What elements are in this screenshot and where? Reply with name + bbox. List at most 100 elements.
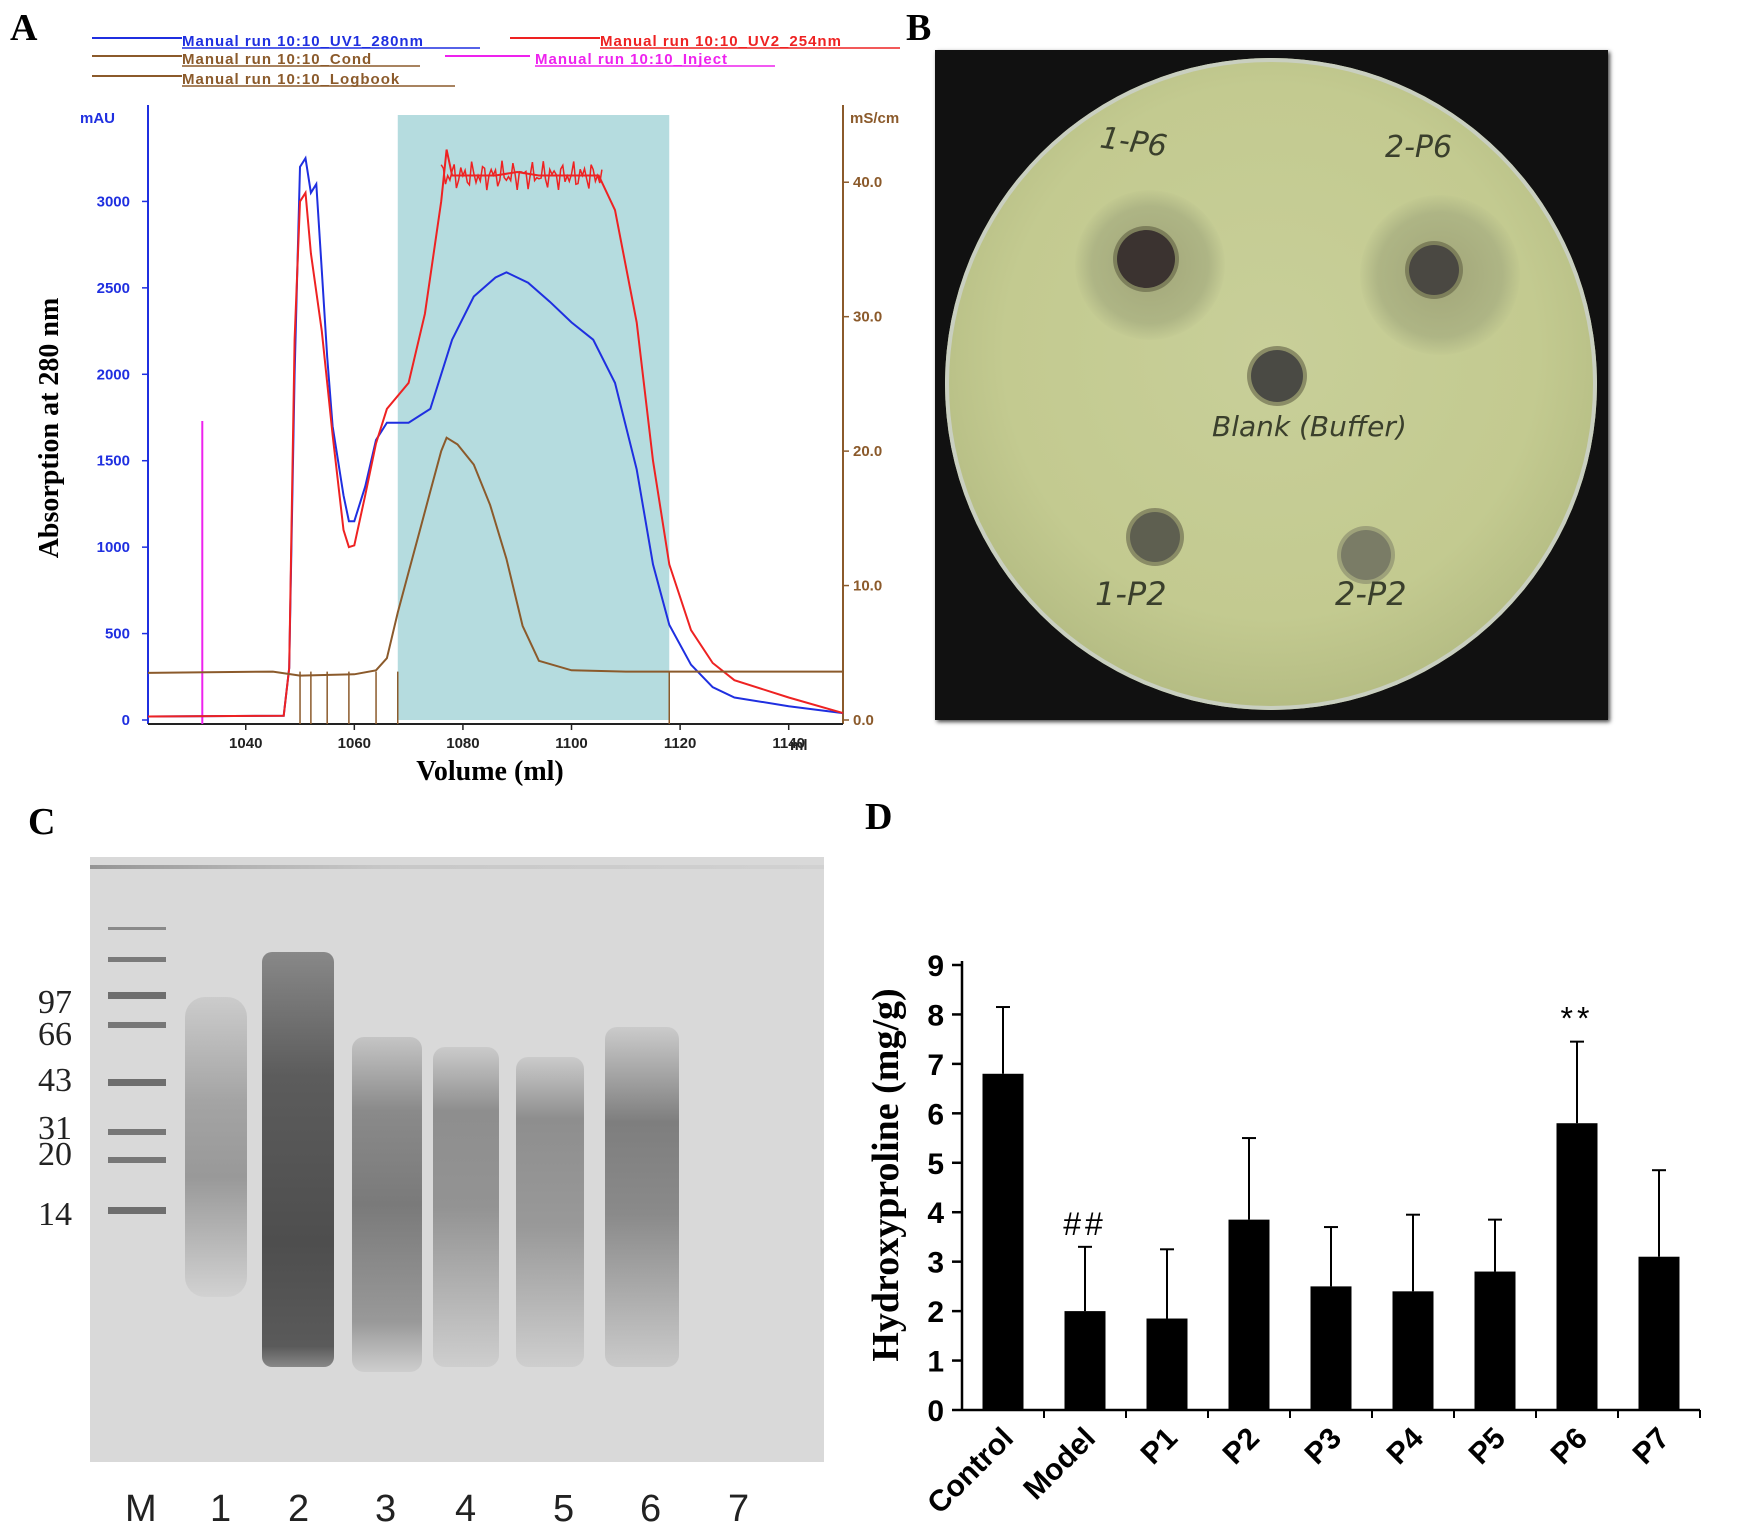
bar-p5 xyxy=(1474,1271,1516,1410)
left-tick-label: 1000 xyxy=(97,539,130,556)
ladder-band xyxy=(108,927,166,930)
ladder-band xyxy=(108,957,166,962)
bar-y-tick-label: 7 xyxy=(927,1049,944,1082)
chromatogram-plot: 0 500 1000 1500 2000 2500 3000 0.0 10.0 20.0 30.0 4… xyxy=(97,105,882,752)
bar-y-tick-label: 9 xyxy=(927,950,944,983)
bar-category-label: P1 xyxy=(1135,1422,1184,1471)
well-blank xyxy=(1251,350,1303,402)
gel-lane-4 xyxy=(433,1047,499,1367)
legend-uv1: Manual run 10:10_UV1_280nm xyxy=(182,33,424,50)
x-tick-label: 1060 xyxy=(338,735,371,752)
well-2-p6 xyxy=(1409,245,1459,295)
bar-y-tick-label: 6 xyxy=(927,1098,944,1131)
ladder-band xyxy=(108,1157,166,1163)
chromatogram-legend: Manual run 10:10_UV1_280nm Manual run 10… xyxy=(92,33,900,88)
bar-category-label: P6 xyxy=(1545,1422,1594,1471)
series-line-cond xyxy=(147,436,843,677)
ladder-band xyxy=(108,1207,166,1214)
panel-label-a: A xyxy=(10,7,38,49)
bar-y-tick-label: 2 xyxy=(927,1296,944,1329)
panel-label-b: B xyxy=(906,7,932,49)
bar-category-label: P5 xyxy=(1463,1422,1512,1471)
sds-page-gel xyxy=(90,857,824,1462)
x-axis-title: Volume (ml) xyxy=(416,756,564,787)
marker-20: 20 xyxy=(38,1136,72,1173)
bar-y-tick-label: 8 xyxy=(927,999,944,1032)
bar-control xyxy=(982,1073,1024,1410)
bar-p2 xyxy=(1228,1219,1270,1410)
uv2-plateau-noise xyxy=(440,160,603,191)
well-1-p2 xyxy=(1130,512,1180,562)
y-axis-title: Absorption at 280 nm xyxy=(34,298,65,559)
plate-label-2-p2: 2-P2 xyxy=(1335,575,1407,613)
lane-label-6: 6 xyxy=(640,1488,662,1530)
ladder-band xyxy=(108,1022,166,1028)
right-tick-label: 40.0 xyxy=(853,174,882,191)
significance-annotation: ## xyxy=(1063,1206,1107,1242)
gel-lane-2 xyxy=(262,952,334,1367)
x-tick-label: 1080 xyxy=(446,735,479,752)
bar-category-label: P7 xyxy=(1627,1422,1676,1471)
ladder-band xyxy=(108,1129,166,1135)
bar-p4 xyxy=(1392,1291,1434,1410)
lane-label-5: 5 xyxy=(553,1488,575,1530)
series-line-uv1-280nm xyxy=(147,155,844,718)
panel-label-c: C xyxy=(28,801,56,843)
marker-66: 66 xyxy=(38,1016,72,1053)
significance-annotation: ** xyxy=(1561,1001,1594,1037)
bar-y-tick-label: 5 xyxy=(927,1148,944,1181)
right-axis-unit: mS/cm xyxy=(850,110,899,127)
bar-p6 xyxy=(1556,1123,1598,1410)
bar-y-tick-label: 4 xyxy=(927,1197,944,1230)
gel-well-edge xyxy=(90,865,824,869)
bar-y-tick-label: 0 xyxy=(927,1395,944,1428)
gel-lane-6 xyxy=(605,1027,679,1367)
bar-category-label: P3 xyxy=(1299,1422,1348,1471)
legend-cond: Manual run 10:10_Cond xyxy=(182,51,372,68)
plate-label-2-p6: 2-P6 xyxy=(1385,130,1453,165)
bar-model xyxy=(1064,1311,1106,1410)
left-tick-label: 2500 xyxy=(97,280,130,297)
lane-label-4: 4 xyxy=(455,1488,477,1530)
right-tick-label: 0.0 xyxy=(853,712,874,729)
left-tick-label: 3000 xyxy=(97,193,130,210)
marker-43: 43 xyxy=(38,1062,72,1099)
right-tick-label: 30.0 xyxy=(853,309,882,326)
bar-p3 xyxy=(1310,1286,1352,1410)
x-tick-label: 1140 xyxy=(772,735,805,752)
gel-lane-5 xyxy=(516,1057,584,1367)
bar-y-tick-label: 3 xyxy=(927,1247,944,1280)
x-tick-label: 1040 xyxy=(229,735,262,752)
left-tick-label: 1500 xyxy=(97,453,130,470)
plate-label-blank: Blank (Buffer) xyxy=(1212,410,1407,443)
legend-uv2: Manual run 10:10_UV2_254nm xyxy=(600,33,842,50)
lane-label-m: M xyxy=(125,1488,157,1530)
well-1-p6 xyxy=(1117,230,1175,288)
gel-lane-3 xyxy=(352,1037,422,1372)
marker-14: 14 xyxy=(38,1196,72,1233)
legend-inject: Manual run 10:10_Inject xyxy=(535,51,728,68)
legend-logbook: Manual run 10:10_Logbook xyxy=(182,71,400,88)
right-tick-label: 10.0 xyxy=(853,578,882,595)
left-axis-unit: mAU xyxy=(80,110,115,127)
well-2-p2 xyxy=(1341,530,1391,580)
bar-category-label: P4 xyxy=(1381,1421,1431,1471)
right-tick-label: 20.0 xyxy=(853,443,882,460)
bar-p1 xyxy=(1146,1318,1188,1410)
chromatogram-chart: Manual run 10:10_UV1_280nm Manual run 10… xyxy=(34,33,900,787)
marker-31: 31 xyxy=(38,1110,72,1147)
agar-plate-photo: 1-P6 2-P6 Blank (Buffer) 1-P2 2-P2 xyxy=(935,50,1608,720)
panel-label-d: D xyxy=(865,796,893,838)
ladder-band xyxy=(108,1079,166,1086)
left-tick-label: 2000 xyxy=(97,366,130,383)
left-tick-label: 500 xyxy=(105,626,130,643)
collected-fraction-region xyxy=(397,115,670,720)
bar-y-tick-label: 1 xyxy=(927,1346,944,1379)
plate-label-1-p2: 1-P2 xyxy=(1095,575,1167,613)
gel-lane-1 xyxy=(185,997,247,1297)
bar-p7 xyxy=(1638,1256,1680,1410)
marker-97: 97 xyxy=(38,984,72,1021)
ladder-band xyxy=(108,992,166,999)
